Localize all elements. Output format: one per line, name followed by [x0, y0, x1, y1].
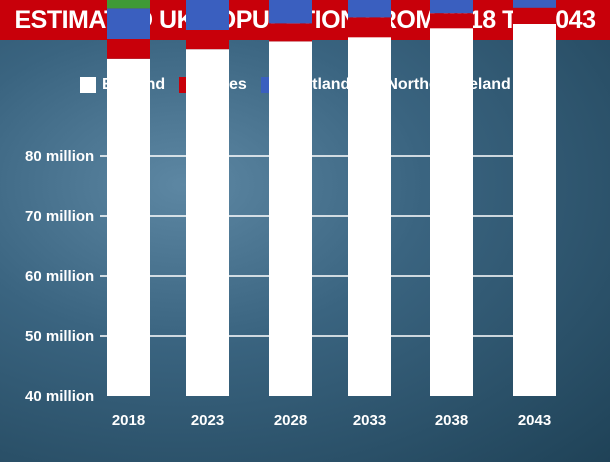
bar-wales-2023 [186, 30, 229, 50]
x-tick-label: 2043 [518, 412, 551, 429]
x-tick-label: 2018 [112, 412, 145, 429]
y-tick-label: 40 million [25, 388, 94, 405]
bar-wales-2038 [430, 13, 473, 29]
bar-england-2023 [186, 49, 229, 396]
bar-wales-2018 [107, 39, 150, 59]
legend-swatch [80, 77, 96, 93]
bar-wales-2033 [348, 17, 391, 38]
bar-england-2043 [513, 24, 556, 396]
y-tick-label: 50 million [25, 328, 94, 345]
x-tick-label: 2033 [353, 412, 386, 429]
bar-scotland-2023 [186, 0, 229, 31]
bar-scotland-2028 [269, 0, 312, 24]
bar-scotland-2038 [430, 0, 473, 14]
y-tick-label: 60 million [25, 268, 94, 285]
x-tick-label: 2028 [274, 412, 307, 429]
bar-england-2038 [430, 28, 473, 396]
bar-scotland-2043 [513, 0, 556, 8]
bar-scotland-2018 [107, 8, 150, 39]
bar-northern-ireland-2018 [107, 0, 150, 9]
x-tick-label: 2023 [191, 412, 224, 429]
bar-scotland-2033 [348, 0, 391, 18]
bar-england-2033 [348, 37, 391, 396]
bar-england-2028 [269, 41, 312, 397]
bar-wales-2028 [269, 23, 312, 42]
bar-wales-2043 [513, 7, 556, 25]
y-tick-label: 70 million [25, 208, 94, 225]
y-tick-label: 80 million [25, 148, 94, 165]
x-tick-label: 2038 [435, 412, 468, 429]
bar-england-2018 [107, 58, 150, 397]
